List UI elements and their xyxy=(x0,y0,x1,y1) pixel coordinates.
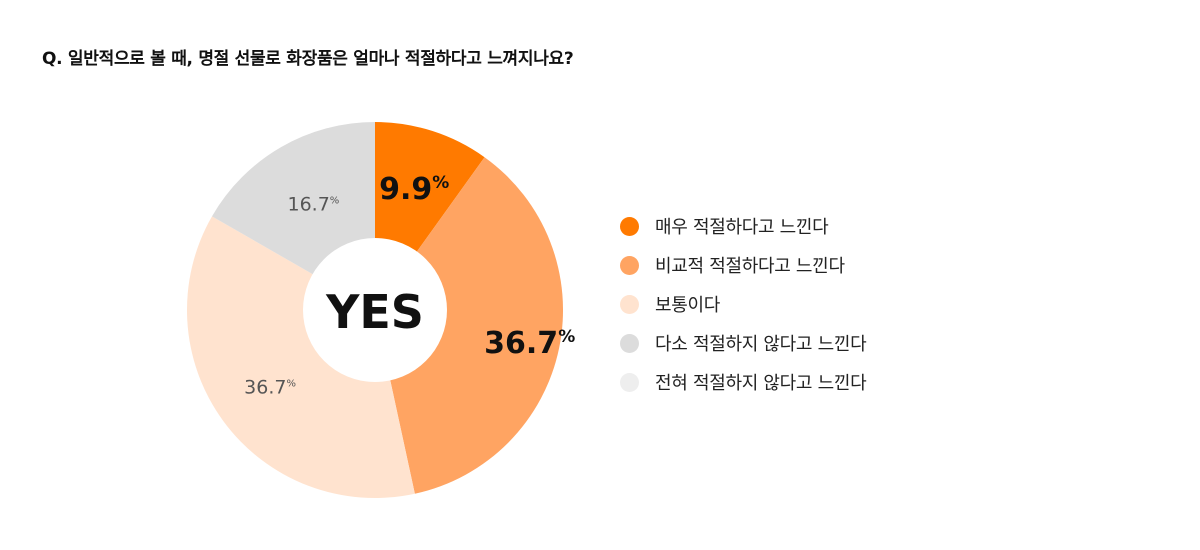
legend-label: 전혀 적절하지 않다고 느낀다 xyxy=(655,373,867,394)
slice-value-labels: 9.9% 36.7% 36.7% 16.7% xyxy=(244,172,575,399)
legend-swatch xyxy=(620,216,639,236)
donut-hole xyxy=(303,238,447,382)
center-label: YES xyxy=(325,285,424,339)
slice-2-value-label: 36.7% xyxy=(484,326,575,361)
legend-swatch xyxy=(620,333,639,353)
donut-slices xyxy=(186,122,564,499)
slice-1-value-label: 9.9% xyxy=(379,172,449,207)
slice-2 xyxy=(375,157,564,494)
legend-swatch xyxy=(620,294,639,314)
legend-label: 보통이다 xyxy=(655,295,721,316)
slice-3 xyxy=(186,216,415,499)
legend-item-1: 매우 적절하다고 느낀다 xyxy=(620,214,866,238)
legend-item-5: 전혀 적절하지 않다고 느낀다 xyxy=(620,370,867,394)
slice-3-value-label: 36.7% xyxy=(244,377,296,399)
legend-label: 다소 적절하지 않다고 느낀다 xyxy=(655,334,867,355)
legend-item-3: 보통이다 xyxy=(620,292,866,316)
legend-label: 매우 적절하다고 느낀다 xyxy=(655,217,829,238)
legend-swatch xyxy=(620,255,639,275)
question-title: Q. 일반적으로 볼 때, 명절 선물로 화장품은 얼마나 적절하다고 느껴지나… xyxy=(42,49,574,69)
legend-label: 비교적 적절하다고 느낀다 xyxy=(655,256,845,277)
legend-item-2: 비교적 적절하다고 느낀다 xyxy=(620,253,866,277)
legend-swatch xyxy=(620,372,639,392)
legend-item-4: 다소 적절하지 않다고 느낀다 xyxy=(620,331,867,355)
slice-4-value-label: 16.7% xyxy=(287,193,339,215)
